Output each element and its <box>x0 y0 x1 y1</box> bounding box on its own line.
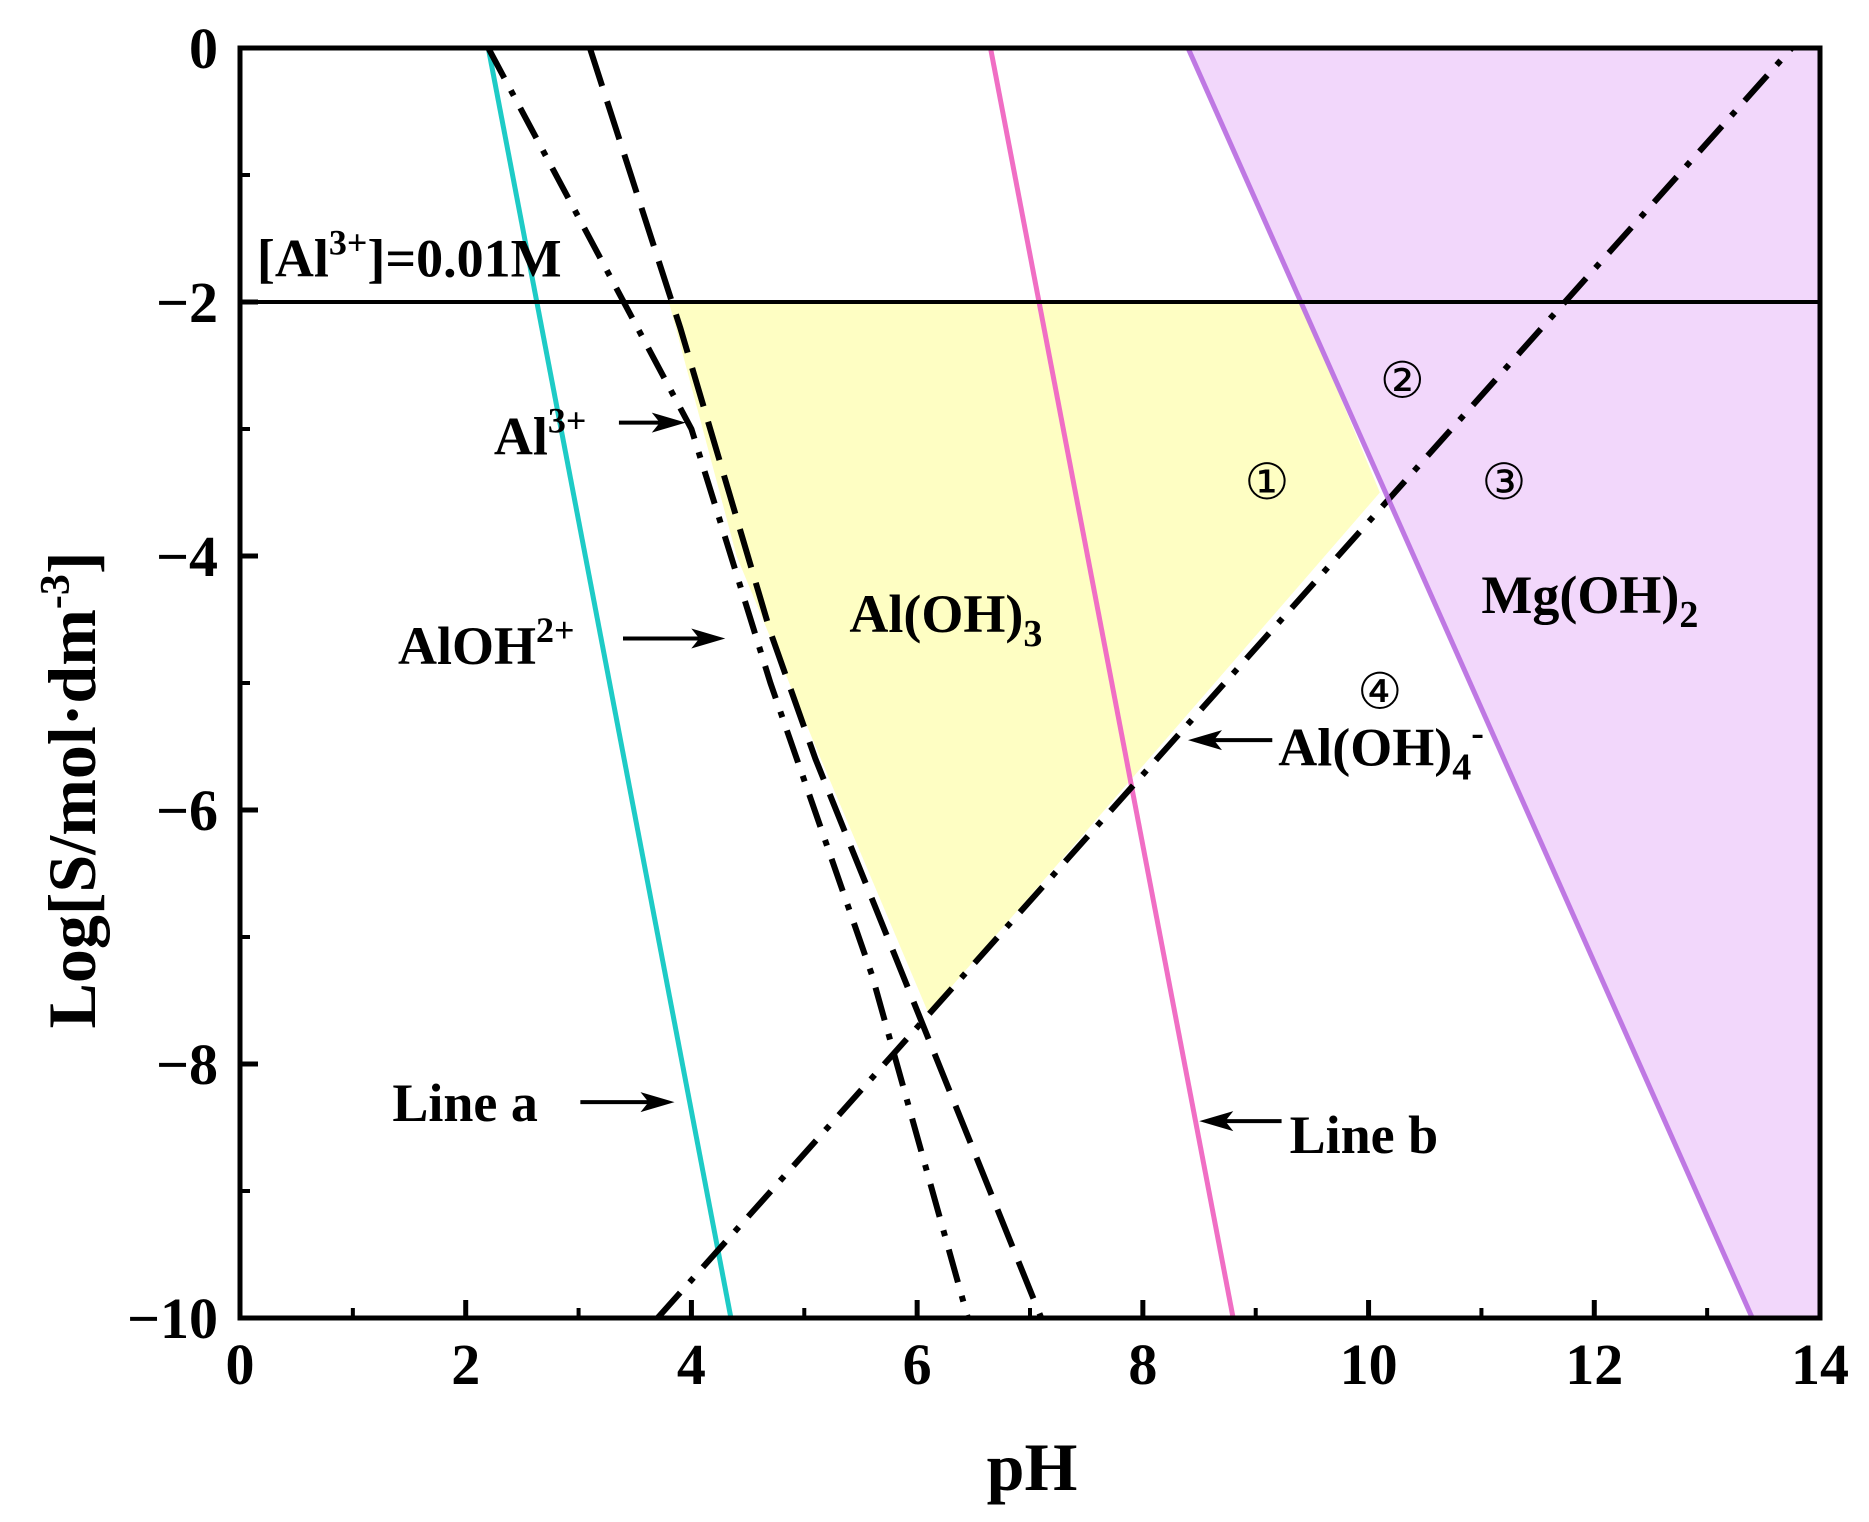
arrow-head-line-a <box>640 1092 675 1113</box>
series-lines <box>240 46 1820 1320</box>
arrow-head-al3 <box>651 412 686 433</box>
y-tick-label: −6 <box>156 778 218 843</box>
label-sup: 2+ <box>536 610 575 650</box>
label-line-a: Line a <box>392 1073 538 1133</box>
y-axis-title-sup: -3 <box>33 574 79 609</box>
y-tick-label: −4 <box>156 524 218 589</box>
label-sup: - <box>1471 713 1484 755</box>
label-main: Al(OH) <box>1278 718 1452 778</box>
axis-ticks: 0 2 4 6 8 10 12 14 0 −2 −4 −6 −8 −10 <box>127 16 1849 1397</box>
x-axis-title: pH <box>987 1429 1078 1505</box>
y-axis-title-close: ] <box>34 551 110 574</box>
label-main: Al <box>494 406 548 466</box>
y-tick-label: 0 <box>189 16 218 81</box>
label-main: [Al <box>257 229 329 289</box>
label-sub: 3 <box>1023 613 1042 655</box>
x-tick-label: 2 <box>451 1332 480 1397</box>
label-aloh4: Al(OH)4- <box>1278 713 1484 789</box>
label-mgoh2: Mg(OH)2 <box>1481 565 1698 636</box>
label-main: Al(OH) <box>849 584 1023 644</box>
x-tick-label: 8 <box>1128 1332 1157 1397</box>
label-sup: 3+ <box>329 223 368 263</box>
label-aloh3: Al(OH)3 <box>849 584 1042 655</box>
series-al-oh-4 <box>655 46 1795 1320</box>
series-aloh2 <box>587 47 1045 1320</box>
region-marker-r3: ③ <box>1482 453 1527 511</box>
label-al3-line: [Al3+]=0.01M <box>257 223 562 289</box>
label-sup: 3+ <box>548 400 587 440</box>
region-mg-oh-2 <box>1188 48 1820 1318</box>
label-main: Line a <box>392 1073 538 1133</box>
region-marker-r2: ② <box>1380 351 1425 409</box>
region-al-oh-3 <box>668 302 1380 1014</box>
label-main: AlOH <box>398 616 536 676</box>
arrow-head-line-b <box>1199 1111 1234 1132</box>
region-marker-r1: ① <box>1245 453 1290 511</box>
label-sub: 4 <box>1452 747 1471 789</box>
y-tick-label: −10 <box>127 1286 218 1351</box>
label-aloh: AlOH2+ <box>398 610 575 676</box>
label-line-b: Line b <box>1290 1105 1439 1165</box>
x-tick-label: 14 <box>1791 1332 1849 1397</box>
x-tick-label: 12 <box>1565 1332 1623 1397</box>
label-main: Mg(OH) <box>1481 565 1679 625</box>
x-tick-label: 0 <box>226 1332 255 1397</box>
x-tick-label: 4 <box>677 1332 706 1397</box>
x-tick-label: 6 <box>903 1332 932 1397</box>
y-axis-title-main: Log[S/mol·dm <box>34 609 110 1028</box>
label-al3: Al3+ <box>494 400 587 466</box>
label-rest: ]=0.01M <box>367 229 561 289</box>
label-sub: 2 <box>1679 594 1698 636</box>
x-tick-label: 10 <box>1340 1332 1398 1397</box>
shaded-regions <box>668 48 1820 1318</box>
series-line-b <box>988 47 1236 1319</box>
label-main: Line b <box>1290 1105 1439 1165</box>
series-line-a <box>485 47 734 1319</box>
y-tick-label: −8 <box>156 1032 218 1097</box>
arrow-head-aloh <box>691 628 726 649</box>
region-marker-r4: ④ <box>1357 662 1402 720</box>
y-axis-title: Log[S/mol·dm-3] <box>33 551 110 1028</box>
arrow-head-aloh4 <box>1188 730 1222 751</box>
y-tick-label: −2 <box>156 270 218 335</box>
series-mg-oh-2 <box>1185 46 1755 1320</box>
